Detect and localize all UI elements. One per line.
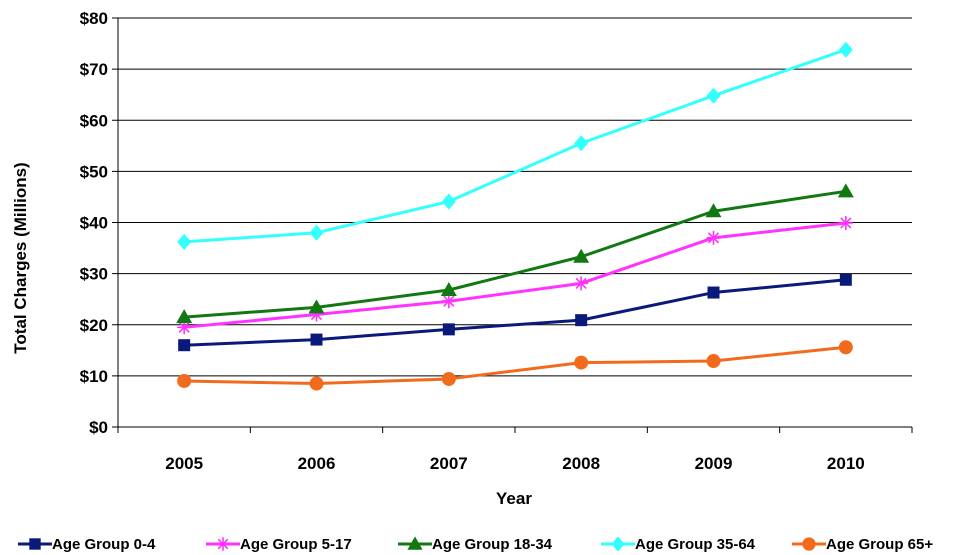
series-3 xyxy=(176,183,854,324)
x-tick-label: 2007 xyxy=(430,454,468,473)
legend-label: Age Group 18-34 xyxy=(432,536,553,553)
data-point xyxy=(440,281,457,296)
series-4 xyxy=(177,41,853,250)
legend: Age Group 0-4 Age Group 5-17 Age Group 18-… xyxy=(18,536,933,553)
x-axis-ticks: 2005 2006 2007 2008 2009 2010 xyxy=(117,427,913,473)
data-point xyxy=(574,276,589,291)
data-point xyxy=(705,203,722,218)
data-point xyxy=(176,309,193,324)
data-point xyxy=(706,87,721,104)
data-point xyxy=(441,193,456,210)
data-point xyxy=(707,286,720,299)
series-line xyxy=(184,221,847,329)
y-tick-label: $10 xyxy=(80,367,108,386)
legend-item-2: Age Group 5-17 xyxy=(206,536,352,553)
legend-label: Age Group 35-64 xyxy=(635,536,756,553)
y-axis-title: Total Charges (Millions) xyxy=(11,162,30,353)
legend-item-5: Age Group 65+ xyxy=(792,536,933,553)
legend-marker xyxy=(29,538,41,550)
data-point xyxy=(442,323,455,336)
x-tick-label: 2010 xyxy=(827,454,865,473)
legend-marker xyxy=(216,537,230,551)
series-line xyxy=(184,278,846,347)
y-tick-label: $20 xyxy=(80,316,108,335)
data-point xyxy=(838,41,853,58)
data-point xyxy=(839,273,852,286)
data-point xyxy=(177,373,192,388)
data-point xyxy=(178,339,191,352)
data-point xyxy=(573,248,590,263)
x-tick-label: 2005 xyxy=(165,454,203,473)
data-point xyxy=(575,314,588,327)
legend-label: Age Group 5-17 xyxy=(240,536,352,553)
data-point xyxy=(309,376,324,391)
y-axis-ticks: $0 $10 $20 $30 $40 $50 $60 $70 $80 xyxy=(80,9,118,437)
series-2 xyxy=(177,216,853,335)
data-point xyxy=(837,183,854,198)
y-tick-label: $50 xyxy=(80,162,108,181)
legend-item-1: Age Group 0-4 xyxy=(18,536,156,553)
data-point xyxy=(838,340,853,355)
x-tick-label: 2009 xyxy=(695,454,733,473)
legend-item-4: Age Group 35-64 xyxy=(601,536,756,553)
data-point xyxy=(310,333,323,346)
data-point xyxy=(309,224,324,241)
y-tick-label: $40 xyxy=(80,214,108,233)
series-1 xyxy=(178,273,852,352)
legend-marker xyxy=(611,536,625,552)
y-tick-label: $70 xyxy=(80,60,108,79)
data-point xyxy=(308,299,325,314)
x-tick-label: 2006 xyxy=(298,454,336,473)
data-point xyxy=(706,354,721,369)
series-line xyxy=(184,345,846,386)
legend-item-3: Age Group 18-34 xyxy=(398,536,553,553)
x-axis-title: Year xyxy=(496,489,532,508)
series-5 xyxy=(177,340,853,391)
data-point xyxy=(441,371,456,386)
data-point xyxy=(706,230,721,245)
data-point xyxy=(574,355,589,370)
x-tick-label: 2008 xyxy=(562,454,600,473)
data-point xyxy=(177,233,192,250)
data-point xyxy=(838,216,853,231)
legend-marker xyxy=(802,537,816,551)
data-point xyxy=(177,320,192,335)
data-point xyxy=(574,135,589,152)
y-tick-label: $30 xyxy=(80,265,108,284)
data-point xyxy=(441,294,456,309)
y-tick-label: $60 xyxy=(80,111,108,130)
legend-marker xyxy=(407,536,423,550)
series-line xyxy=(184,189,847,319)
legend-label: Age Group 0-4 xyxy=(52,536,156,553)
legend-label: Age Group 65+ xyxy=(826,536,933,553)
y-tick-label: $0 xyxy=(89,418,108,437)
y-tick-label: $80 xyxy=(80,9,108,28)
data-point xyxy=(309,307,324,322)
series-line xyxy=(184,48,847,244)
series-group xyxy=(176,41,854,391)
